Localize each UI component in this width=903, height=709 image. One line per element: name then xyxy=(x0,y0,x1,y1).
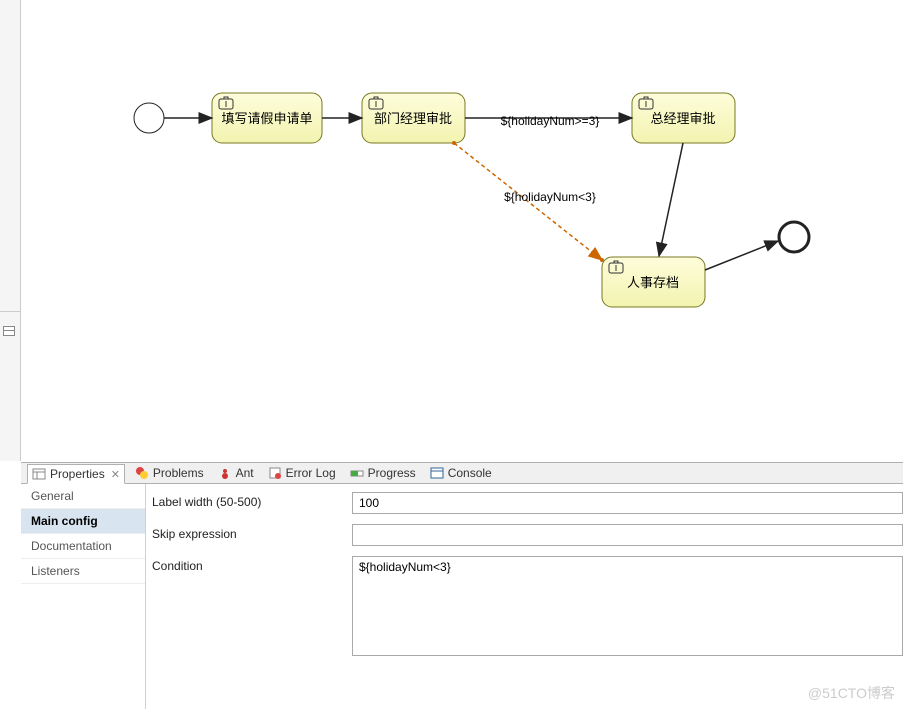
watermark: @51CTO博客 xyxy=(808,683,895,703)
properties-icon xyxy=(32,467,46,481)
problems-icon xyxy=(135,466,149,480)
tab-label: Properties xyxy=(50,467,105,481)
bottom-tabs-bar: Properties ✕ Problems Ant Error Log Prog… xyxy=(21,462,903,484)
selection-handle[interactable] xyxy=(452,141,456,145)
tab-label: Console xyxy=(448,466,492,480)
task-label: 填写请假申请单 xyxy=(221,111,312,126)
task-fill-leave-request[interactable]: 填写请假申请单 xyxy=(212,93,322,143)
sidebar-item-general[interactable]: General xyxy=(21,484,145,509)
tab-properties[interactable]: Properties ✕ xyxy=(27,464,125,484)
close-icon[interactable]: ✕ xyxy=(111,468,120,481)
sidebar-item-documentation[interactable]: Documentation xyxy=(21,534,145,559)
task-label: 人事存档 xyxy=(627,275,679,290)
task-dept-manager-approval[interactable]: 部门经理审批 xyxy=(362,93,465,143)
tab-errorlog[interactable]: Error Log xyxy=(264,463,340,483)
tab-label: Ant xyxy=(236,466,254,480)
properties-sidebar: General Main config Documentation Listen… xyxy=(21,484,146,709)
gutter-top xyxy=(0,0,21,312)
label-width-label: Label width (50-500) xyxy=(152,492,352,509)
label-width-input[interactable] xyxy=(352,492,903,514)
task-label: 总经理审批 xyxy=(650,111,715,126)
edge-label: ${holidayNum>=3} xyxy=(501,114,600,128)
task-gm-approval[interactable]: 总经理审批 xyxy=(632,93,735,143)
ant-icon xyxy=(218,466,232,480)
tab-problems[interactable]: Problems xyxy=(131,463,208,483)
progress-icon xyxy=(350,466,364,480)
selection-handle[interactable] xyxy=(600,258,604,262)
tab-label: Error Log xyxy=(286,466,336,480)
edge-t4-end[interactable] xyxy=(705,241,778,270)
sidebar-item-listeners[interactable]: Listeners xyxy=(21,559,145,584)
properties-panel: General Main config Documentation Listen… xyxy=(21,484,903,709)
bpmn-diagram[interactable]: 填写请假申请单 部门经理审批 总经理审批 人事存档 ${holidayNum>=… xyxy=(21,0,903,461)
tab-label: Problems xyxy=(153,466,204,480)
tab-label: Progress xyxy=(368,466,416,480)
sidebar-item-main-config[interactable]: Main config xyxy=(21,509,145,534)
skip-expression-input[interactable] xyxy=(352,524,903,546)
skip-expression-label: Skip expression xyxy=(152,524,352,541)
tab-ant[interactable]: Ant xyxy=(214,463,258,483)
minimize-panel-icon[interactable] xyxy=(3,326,15,336)
edge-label: ${holidayNum<3} xyxy=(504,190,596,204)
errorlog-icon xyxy=(268,466,282,480)
start-event[interactable] xyxy=(134,103,164,133)
condition-input[interactable] xyxy=(352,556,903,656)
diagram-canvas[interactable]: 填写请假申请单 部门经理审批 总经理审批 人事存档 ${holidayNum>=… xyxy=(0,0,903,461)
end-event[interactable] xyxy=(779,222,809,252)
task-label: 部门经理审批 xyxy=(374,111,452,126)
edge-t3-t4[interactable] xyxy=(659,143,683,256)
properties-form: Label width (50-500) Skip expression Con… xyxy=(146,484,903,709)
left-gutter xyxy=(0,0,21,461)
console-icon xyxy=(430,466,444,480)
tab-console[interactable]: Console xyxy=(426,463,496,483)
task-hr-archive[interactable]: 人事存档 xyxy=(602,257,705,307)
condition-label: Condition xyxy=(152,556,352,573)
tab-progress[interactable]: Progress xyxy=(346,463,420,483)
